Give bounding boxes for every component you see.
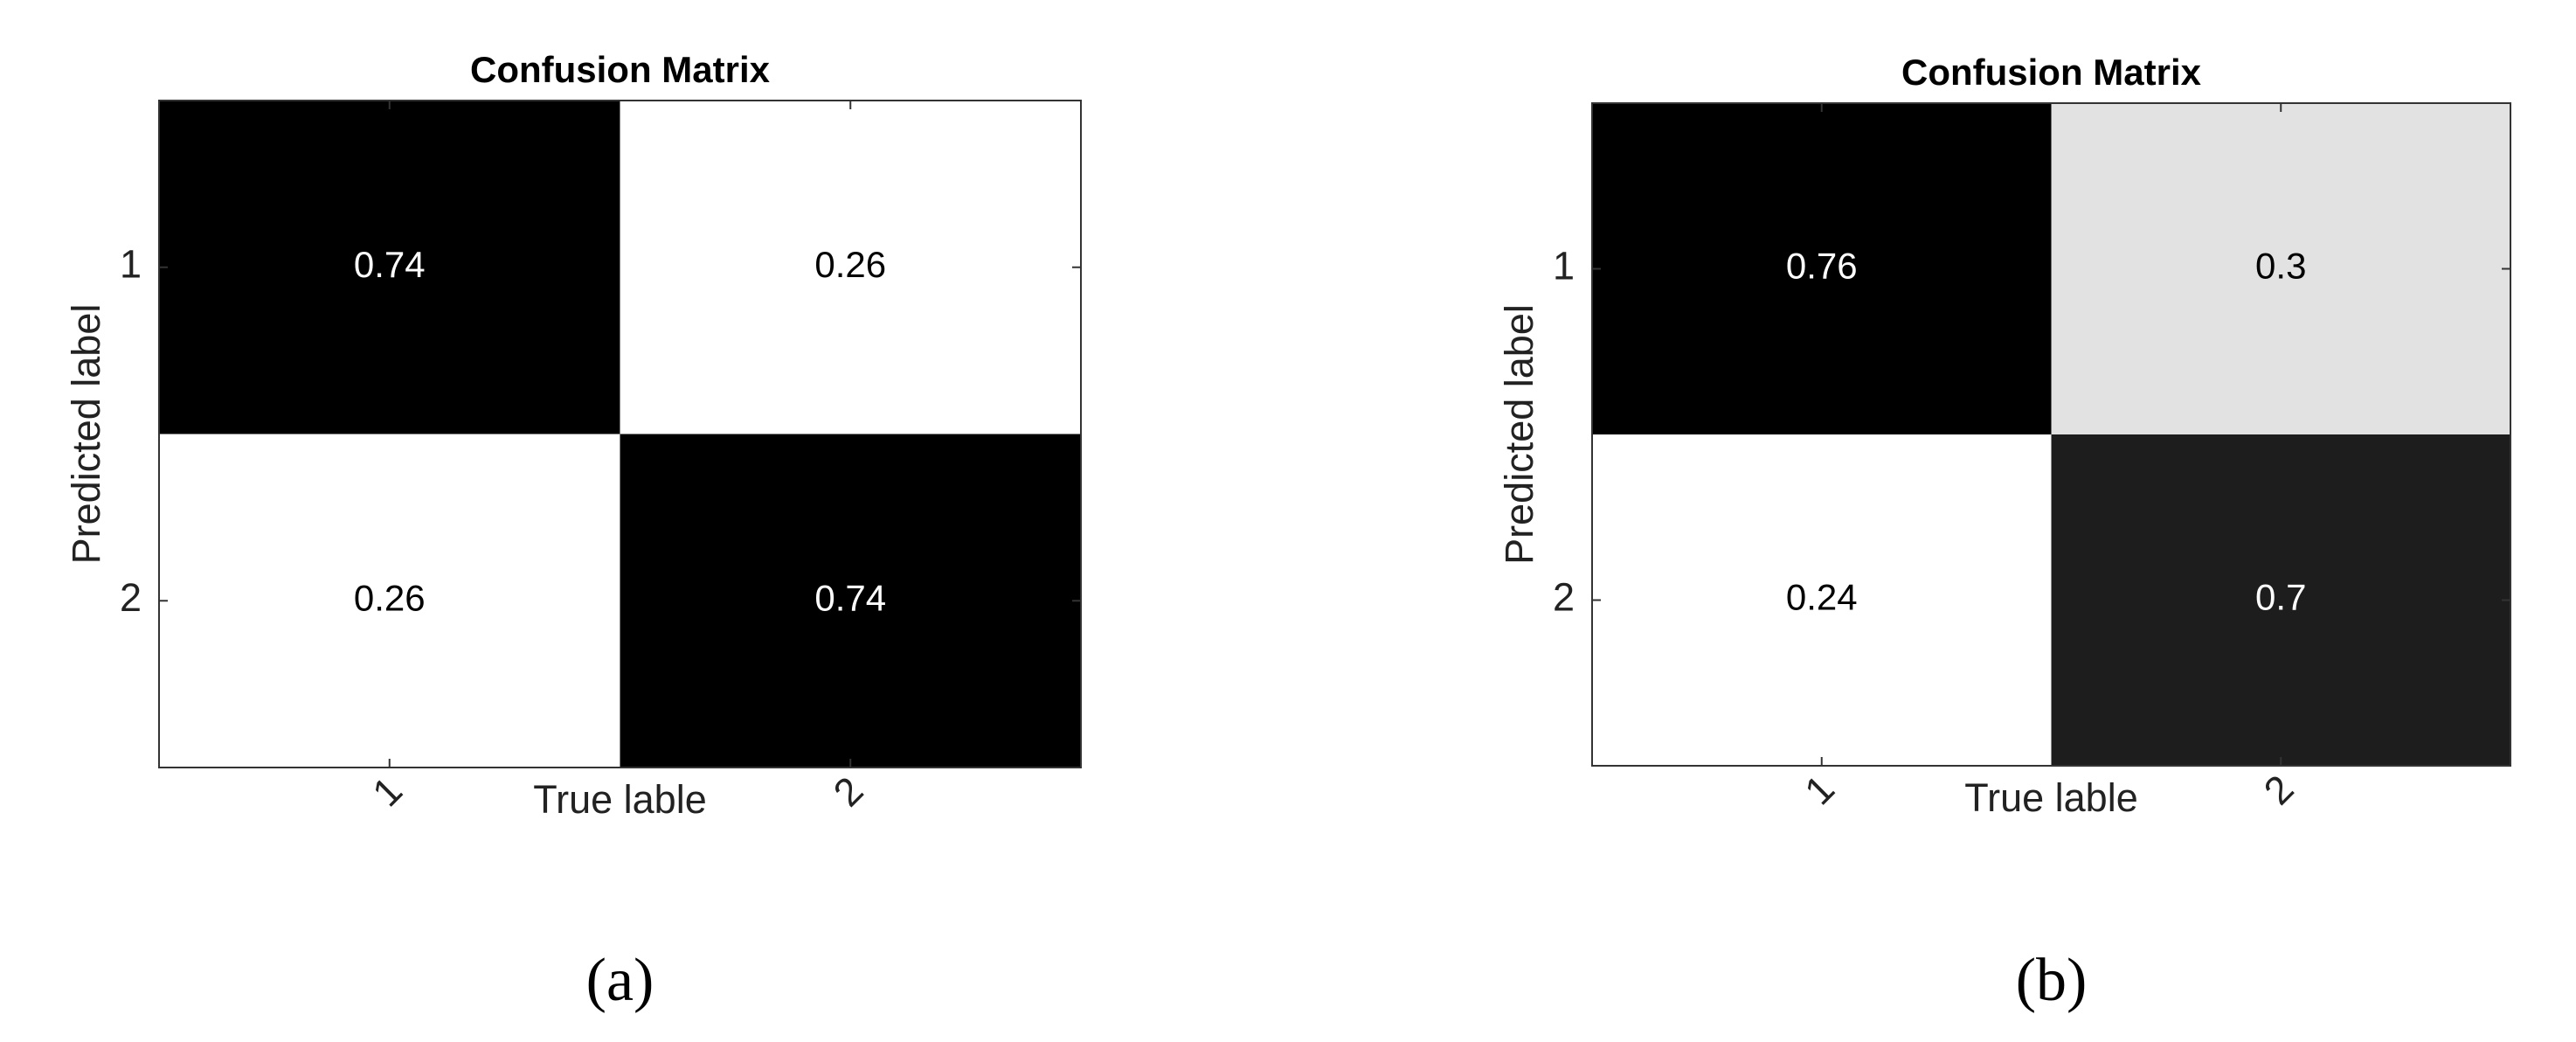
cell-value: 0.26	[814, 244, 886, 285]
cell-value: 0.76	[1786, 246, 1858, 287]
y-tick-label: 2	[120, 575, 142, 620]
x-tick-label: 2	[2255, 767, 2302, 814]
y-tick-label: 1	[1553, 243, 1575, 288]
chart-title: Confusion Matrix	[1901, 52, 2202, 93]
x-axis-label: True lable	[1964, 775, 2137, 820]
cell	[1592, 103, 2052, 434]
cell-value: 0.7	[2255, 577, 2306, 618]
cell	[620, 434, 1081, 768]
cell-value: 0.3	[2255, 246, 2306, 287]
x-tick-label: 1	[364, 768, 411, 816]
cell-value: 0.74	[354, 244, 426, 285]
y-tick-label: 2	[1553, 574, 1575, 619]
chart-title: Confusion Matrix	[470, 49, 771, 90]
panel-caption: (b)	[2016, 947, 2088, 1014]
x-axis-label: True lable	[533, 777, 706, 822]
axes-frame	[1591, 102, 2511, 767]
y-tick-label: 1	[120, 242, 142, 287]
y-axis-label: Predicted label	[64, 304, 108, 565]
panel-caption: (a)	[586, 947, 654, 1014]
cell	[620, 101, 1081, 434]
cell-value: 0.26	[354, 577, 426, 618]
cell	[2051, 434, 2510, 766]
cell	[159, 101, 620, 434]
cell-value: 0.74	[814, 577, 886, 618]
cell-value: 0.24	[1786, 577, 1858, 618]
x-tick-label: 2	[825, 768, 872, 816]
y-axis-label: Predicted label	[1497, 304, 1541, 565]
cell	[159, 434, 620, 768]
cell	[1592, 434, 2052, 766]
cell	[2051, 103, 2510, 434]
x-tick-label: 1	[1796, 767, 1843, 814]
axes-frame	[158, 100, 1082, 768]
